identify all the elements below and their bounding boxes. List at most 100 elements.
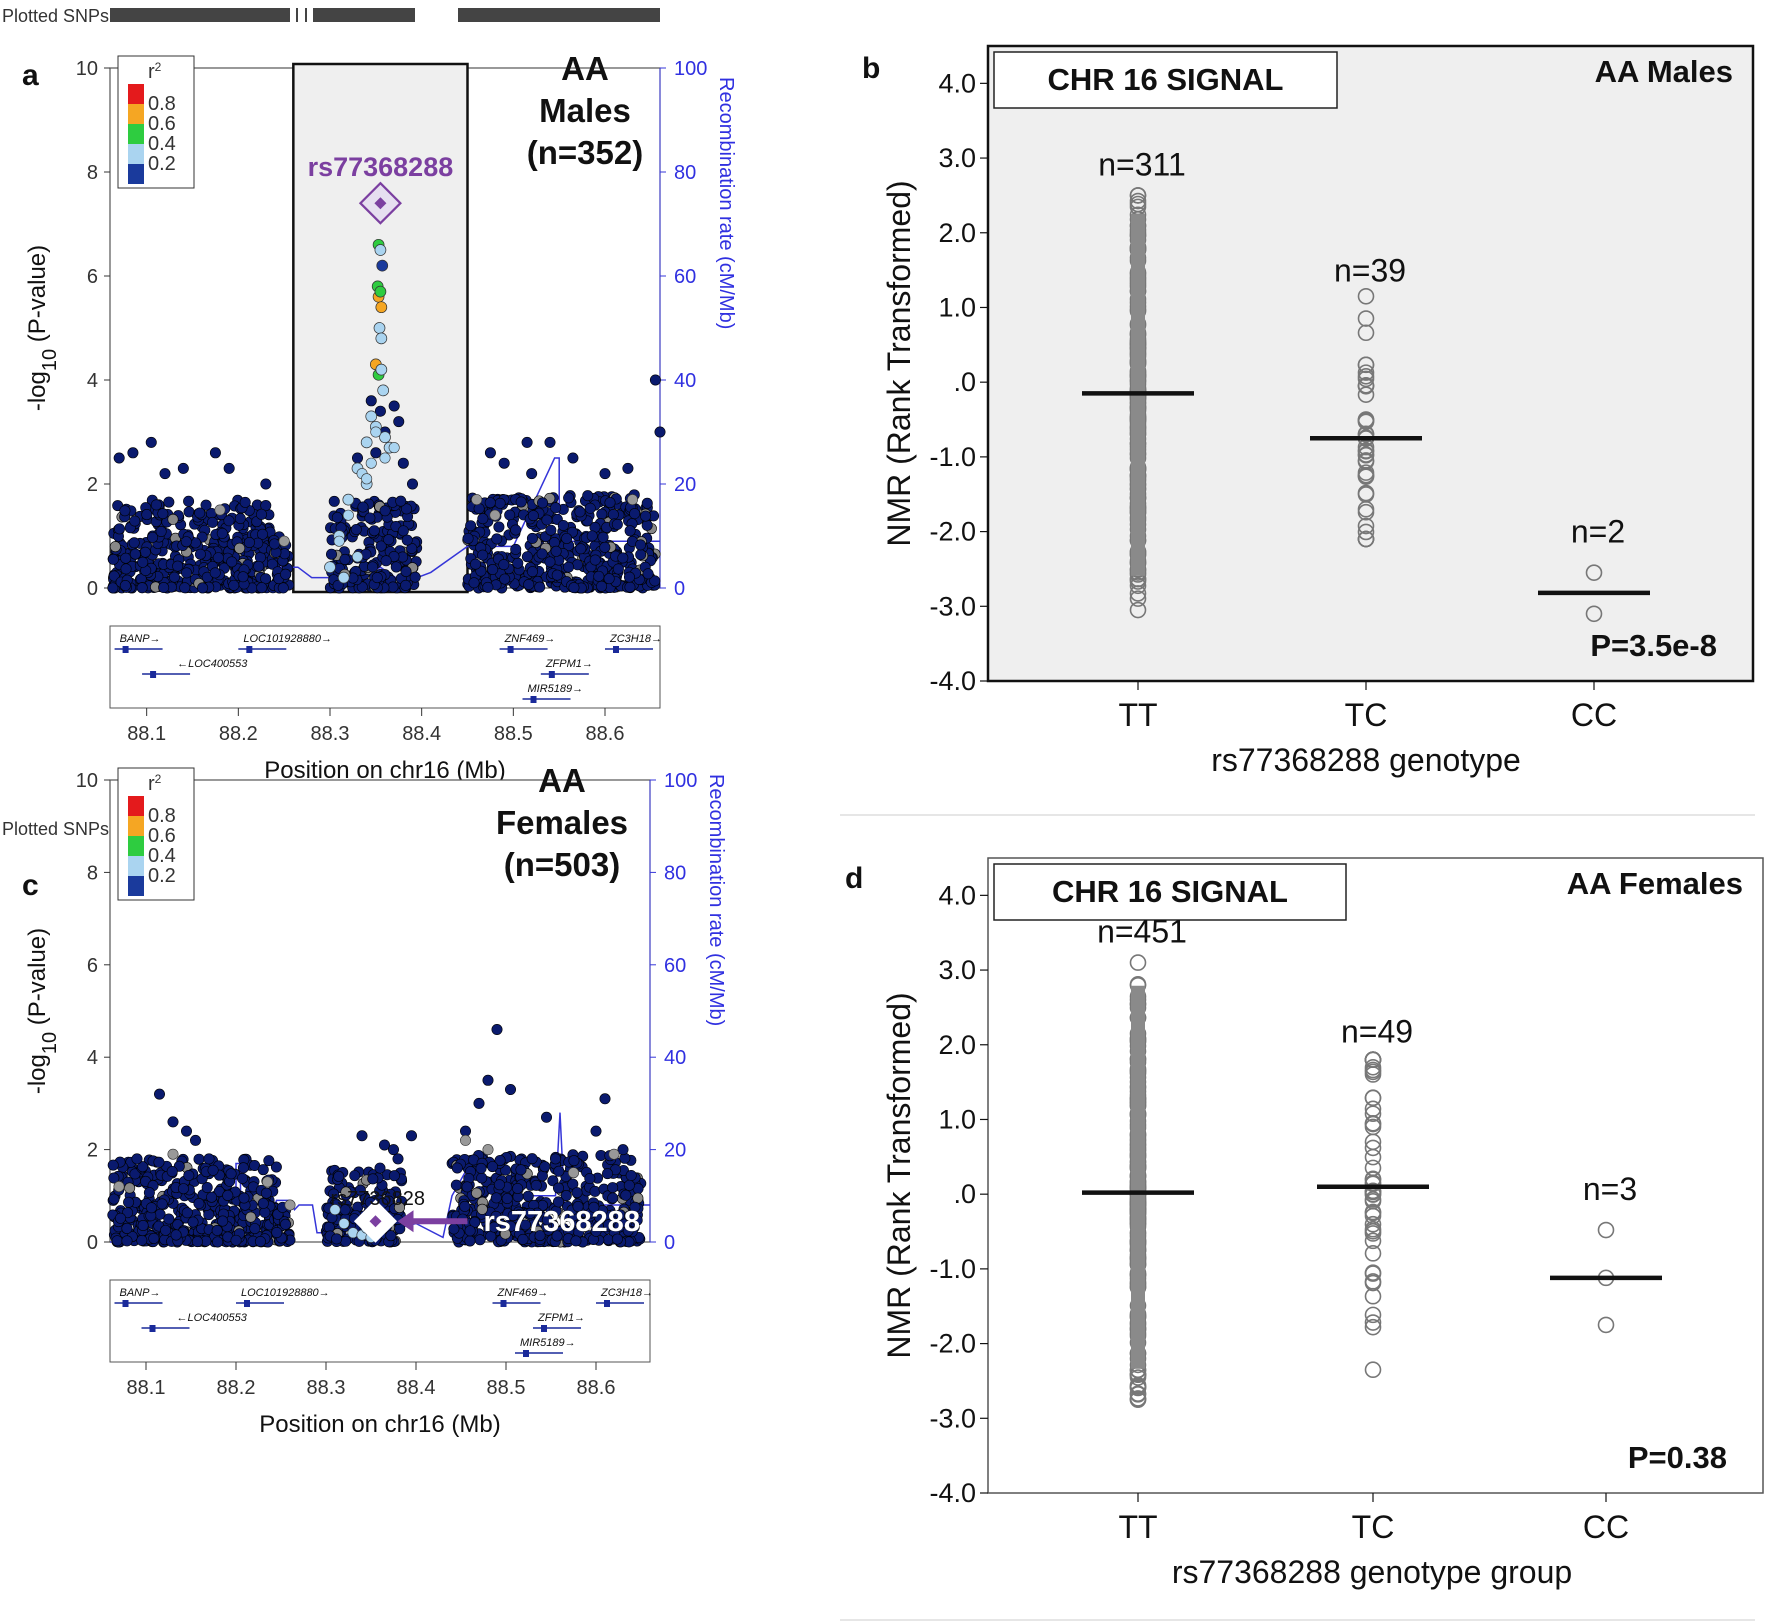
y-tick-label: -1.0 [929,442,976,472]
count-label: n=2 [1571,514,1625,550]
snp-point [405,1130,417,1142]
snp-point [200,499,212,511]
snp-point [486,1161,498,1173]
snp-point [378,1139,390,1151]
snp-point [521,436,533,448]
snp-point [259,1206,271,1218]
snp-point [108,1193,120,1205]
x-tick-label: 88.1 [127,723,166,745]
snp-point [328,495,340,507]
snp-point [223,462,235,474]
snp-point [607,1182,619,1194]
snp-point [234,542,246,554]
x-tick-label: 88.1 [127,1377,166,1399]
snp-point [632,1192,644,1204]
y2-tick-label: 40 [664,1047,686,1069]
y-tick-label: -4.0 [929,666,976,696]
legend-swatch [128,124,144,144]
snp-point [490,1192,502,1204]
snp-point [212,1236,224,1248]
y-tick-label: -3.0 [929,591,976,621]
snp-point [236,1172,248,1184]
snp-point [409,571,421,583]
snp-point [476,1172,488,1184]
snp-point [136,1234,148,1246]
snp-point [271,1227,283,1239]
y2-tick-label: 20 [664,1140,686,1162]
legend-value: 0.8 [148,93,176,115]
panel-title-line: AA [561,50,609,87]
snp-point [519,1219,531,1231]
snp-point [225,1168,237,1180]
gene-label: LOC101928880→ [243,633,332,645]
snp-point [544,556,556,568]
gene-exon [530,696,537,703]
snp-point [123,1196,135,1208]
x-tick-label: 88.3 [307,1377,346,1399]
snp-point [163,496,175,508]
plotted-snps-track-a [110,8,660,22]
snp-point [383,534,395,546]
gene-label: ZNF469→ [497,1287,549,1299]
snp-point [530,1179,542,1191]
gene-track-frame [109,1279,651,1363]
snp-point [379,505,391,517]
sample-point [1364,1051,1382,1069]
snp-point [158,582,170,594]
sample-point [1357,500,1375,518]
snp-point [190,1134,202,1146]
snp-point [476,1203,488,1215]
sample-point [1129,192,1147,210]
sample-point [1357,425,1375,443]
snp-point [397,457,409,469]
snp-point [260,500,272,512]
sample-point [1364,1274,1382,1292]
gene-exon [500,1300,507,1307]
snp-point [260,478,272,490]
snp-point [148,1232,160,1244]
snp-point [207,516,219,528]
snp-point [141,509,153,521]
snp-point [266,558,278,570]
snp-point [536,1170,548,1182]
sample-point [1364,1159,1382,1177]
snp-point [187,1216,199,1228]
snp-point [107,582,119,594]
lead-snp-arrow-head [397,1210,414,1233]
ld-snp-point [375,363,388,376]
snp-point [549,1153,561,1165]
snp-point [127,447,139,459]
snp-point [129,548,141,560]
snp-point-grey [489,509,501,521]
y-tick-label: -3.0 [929,1403,976,1433]
y-tick-label: 2 [87,474,98,496]
x-axis-label: Position on chr16 (Mb) [259,1411,500,1438]
snp-point [211,1224,223,1236]
legend-swatch [128,876,144,896]
snp-point-grey [608,1148,620,1160]
snp-point [212,552,224,564]
snp-point [499,573,511,585]
y2-tick-label: 0 [674,578,685,600]
gene-exon [150,671,157,678]
snp-point [249,1223,261,1235]
gene-exon [604,1300,610,1307]
x-tick-label: 88.2 [219,723,258,745]
sample-point [1364,1361,1382,1379]
sample-point [1364,1139,1382,1157]
gene-exon [246,646,253,653]
gene-label: ZC3H18→ [609,633,662,645]
snp-point [108,1172,120,1184]
gene-label: ZC3H18→ [600,1287,653,1299]
snp-point [635,549,647,561]
snp-point [368,525,380,537]
snp-point [491,533,503,545]
snp-point [207,1164,219,1176]
legend-value: 0.8 [148,805,176,827]
sample-point [1357,523,1375,541]
snp-point [464,1225,476,1237]
snp-point [183,1169,195,1181]
snp-point [209,567,221,579]
